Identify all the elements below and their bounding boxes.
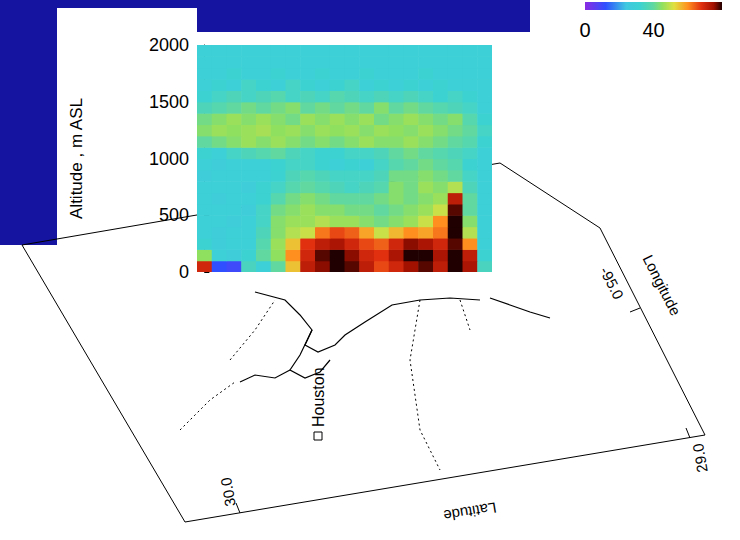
svg-text:Latitude: Latitude — [442, 499, 497, 525]
svg-text:40: 40 — [642, 19, 664, 41]
svg-text:29.0: 29.0 — [689, 442, 711, 474]
svg-text:Longitude: Longitude — [639, 252, 684, 318]
svg-text:0: 0 — [579, 19, 590, 41]
svg-text:Altitude , m ASL: Altitude , m ASL — [67, 98, 86, 219]
svg-text:1000: 1000 — [149, 149, 189, 169]
svg-text:30.0: 30.0 — [217, 476, 239, 508]
svg-text:1500: 1500 — [149, 92, 189, 112]
svg-text:2000: 2000 — [149, 35, 189, 55]
svg-text:0: 0 — [179, 262, 189, 282]
svg-text:500: 500 — [159, 205, 189, 225]
svg-text:Houston: Houston — [310, 367, 327, 427]
svg-text:-95.0: -95.0 — [597, 264, 628, 302]
